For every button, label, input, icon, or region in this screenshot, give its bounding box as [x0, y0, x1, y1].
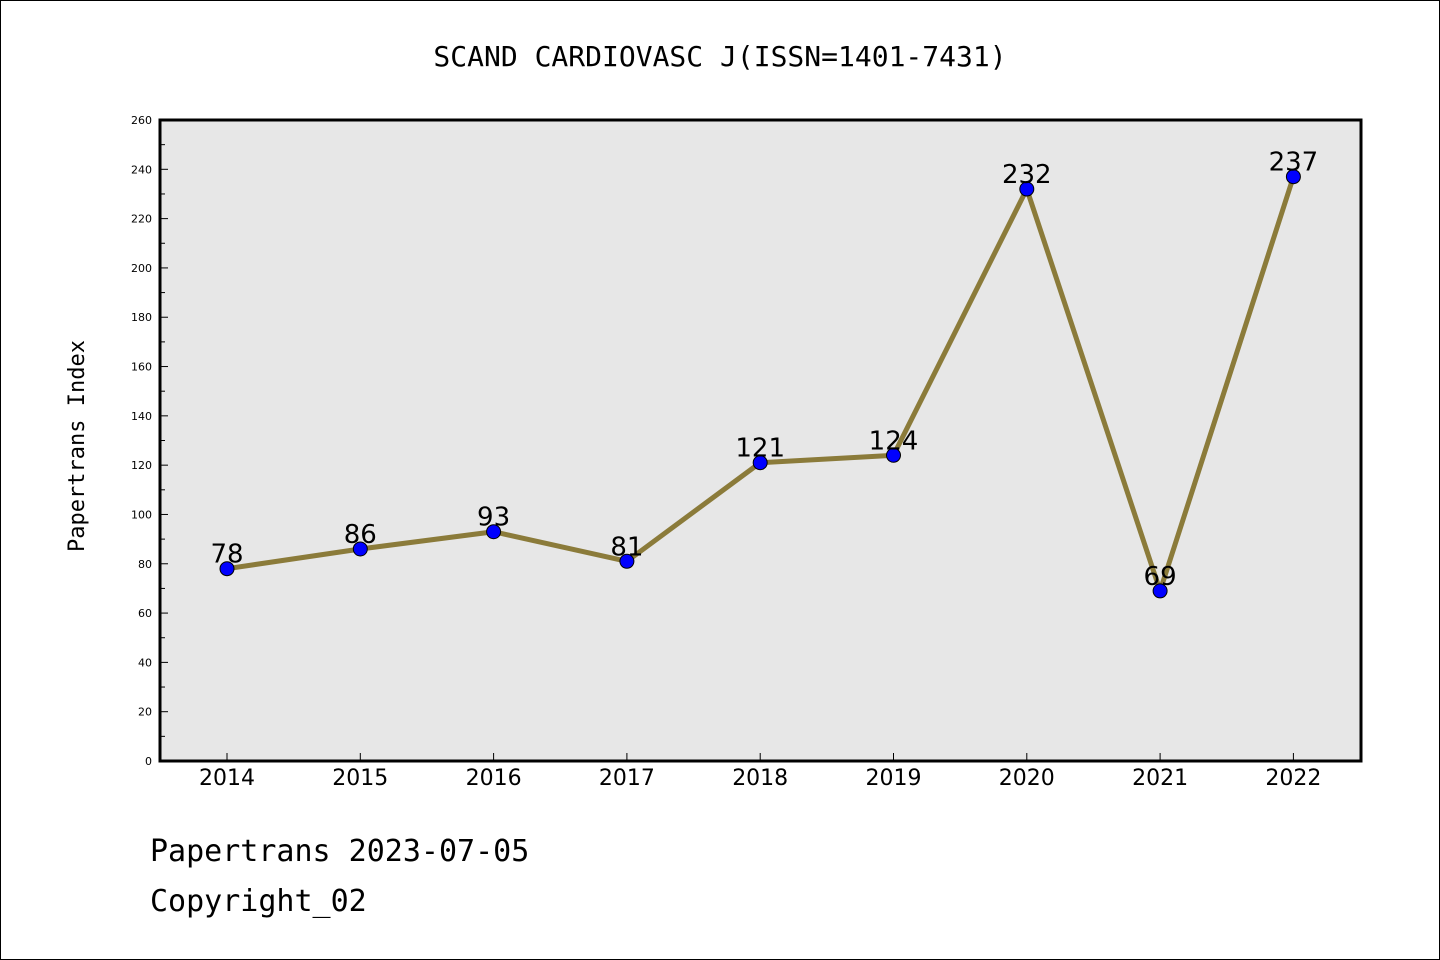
y-tick-label: 60 [138, 607, 152, 620]
series-layer: 78 86 93 81 121 124 232 69 237 [210, 148, 1319, 599]
data-point [1152, 583, 1168, 599]
chart-title: SCAND CARDIOVASC J(ISSN=1401-7431) [433, 40, 1006, 73]
x-tick-label: 2022 [1265, 766, 1321, 791]
y-axis: 0 20 40 60 80 100 120 140 160 180 200 220 240 260 [131, 114, 168, 768]
data-point [486, 524, 502, 540]
y-tick-label: 40 [138, 656, 152, 669]
data-point [219, 561, 235, 577]
y-tick-label: 100 [131, 508, 152, 521]
data-point [1285, 169, 1301, 185]
plot-area [158, 118, 1363, 763]
y-tick-label: 180 [131, 311, 152, 324]
y-tick-label: 160 [131, 361, 152, 374]
footer-copyright: Copyright_02 [150, 884, 367, 919]
y-tick-label: 260 [131, 114, 152, 127]
data-label: 86 [344, 520, 377, 550]
data-label: 81 [610, 532, 643, 562]
y-tick-label: 220 [131, 213, 152, 226]
x-tick-label: 2015 [332, 766, 388, 791]
x-tick-label: 2018 [732, 766, 788, 791]
x-tick-label: 2016 [466, 766, 522, 791]
footer-date: Papertrans 2023-07-05 [150, 834, 530, 869]
data-label: 232 [1002, 160, 1052, 190]
y-tick-label: 120 [131, 459, 152, 472]
data-label: 69 [1144, 562, 1177, 592]
data-label: 124 [869, 426, 919, 456]
data-point [752, 455, 768, 471]
x-tick-label: 2019 [866, 766, 922, 791]
data-label: 78 [210, 540, 243, 570]
data-label: 93 [477, 503, 510, 533]
y-tick-label: 0 [145, 755, 152, 768]
data-label: 121 [735, 434, 785, 464]
data-point [619, 553, 635, 569]
y-tick-label: 20 [138, 706, 152, 719]
y-tick-label: 240 [131, 163, 152, 176]
data-point [352, 541, 368, 557]
x-tick-label: 2020 [999, 766, 1055, 791]
x-tick-label: 2021 [1132, 766, 1188, 791]
data-point [886, 447, 901, 463]
y-tick-label: 80 [138, 558, 152, 571]
x-axis: 2014 2015 2016 2017 2018 2019 2020 2021 2022 [199, 753, 1321, 791]
x-tick-label: 2014 [199, 766, 255, 791]
y-axis-label: Papertrans Index [65, 340, 90, 552]
y-tick-label: 200 [131, 262, 152, 275]
x-tick-label: 2017 [599, 766, 655, 791]
y-tick-label: 140 [131, 410, 152, 423]
data-label: 237 [1269, 148, 1319, 178]
data-point [1019, 181, 1035, 197]
